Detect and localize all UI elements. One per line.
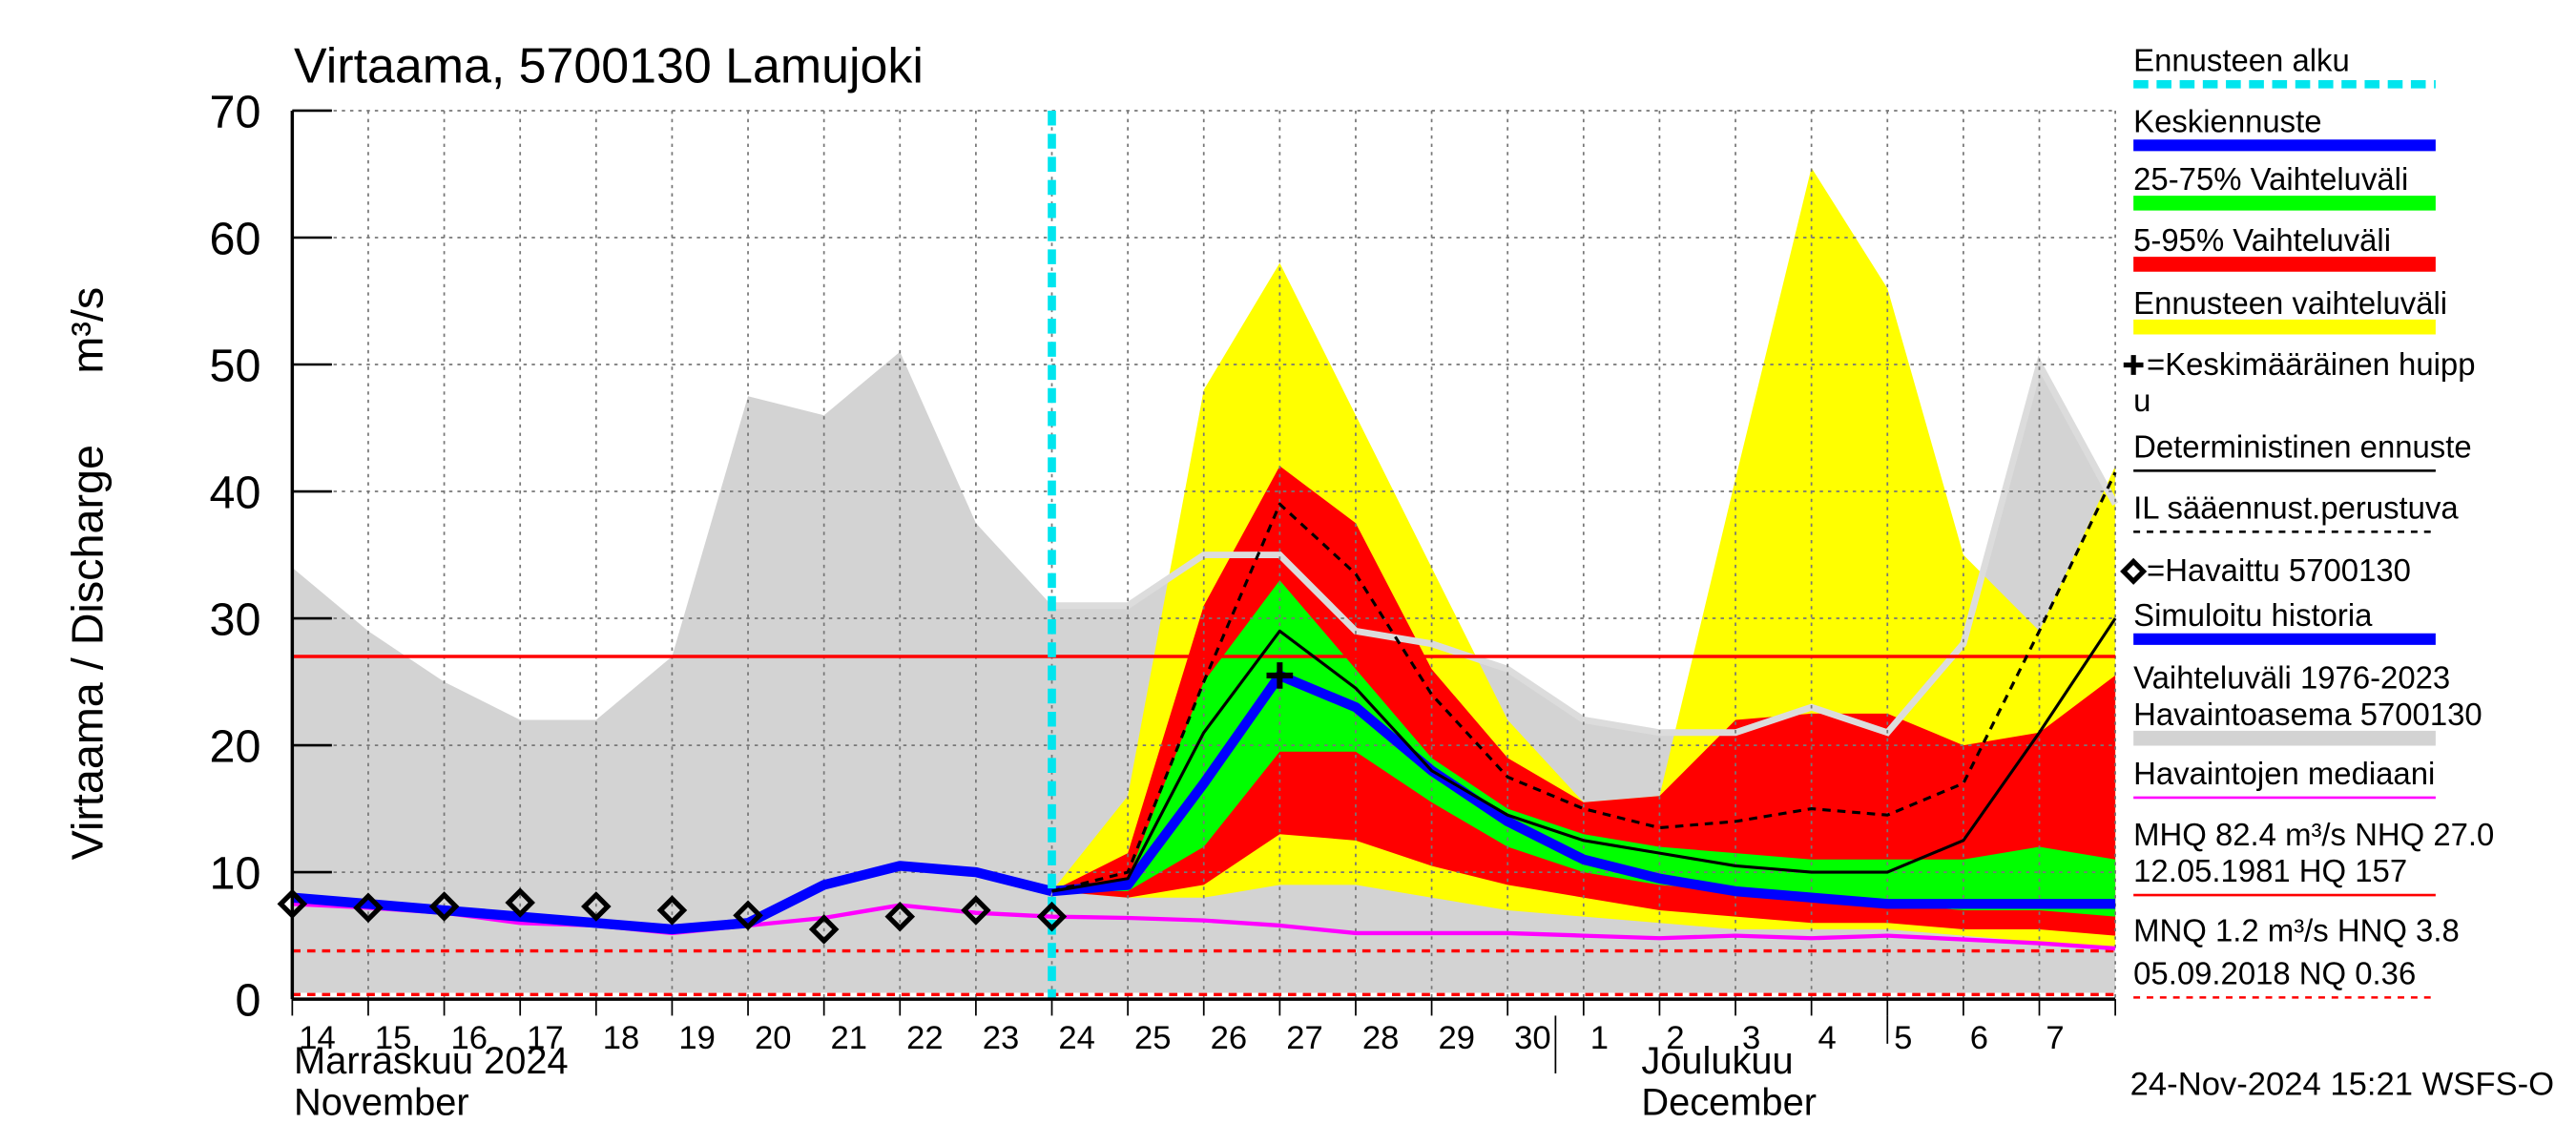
observed-marker bbox=[733, 900, 763, 931]
legend-label: Simuloitu historia bbox=[2133, 597, 2373, 633]
y-tick-label: 30 bbox=[210, 593, 261, 645]
x-tick-label: 30 bbox=[1514, 1020, 1551, 1056]
y-tick-label: 10 bbox=[210, 847, 261, 899]
y-tick-label: 0 bbox=[236, 974, 261, 1026]
y-tick-label: 40 bbox=[210, 467, 261, 518]
legend-label: u bbox=[2133, 383, 2150, 418]
legend-symbol bbox=[2120, 557, 2148, 585]
x-tick-label: 21 bbox=[831, 1020, 868, 1056]
chart-title: Virtaama, 5700130 Lamujoki bbox=[294, 39, 924, 94]
legend-label: 12.05.1981 HQ 157 bbox=[2133, 853, 2407, 888]
legend-label: MHQ 82.4 m³/s NHQ 27.0 bbox=[2133, 817, 2494, 852]
legend-label: Havaintoasema 5700130 bbox=[2133, 697, 2483, 732]
x-tick-label: 7 bbox=[2046, 1020, 2064, 1056]
x-tick-label: 4 bbox=[1818, 1020, 1837, 1056]
month-label: Joulukuu bbox=[1641, 1040, 1793, 1082]
legend-label: 05.09.2018 NQ 0.36 bbox=[2133, 956, 2416, 991]
legend-label: Deterministinen ennuste bbox=[2133, 428, 2472, 464]
legend-label: 25-75% Vaihteluväli bbox=[2133, 161, 2408, 197]
legend-label: Havaintojen mediaani bbox=[2133, 756, 2435, 791]
x-tick-label: 16 bbox=[450, 1020, 488, 1056]
x-tick-label: 1 bbox=[1590, 1020, 1609, 1056]
y-axis-label: Virtaama / Discharge bbox=[62, 445, 112, 860]
observed-marker bbox=[581, 891, 612, 922]
x-tick-label: 14 bbox=[299, 1020, 336, 1056]
legend-label: Ennusteen alku bbox=[2133, 42, 2350, 77]
x-tick-label: 28 bbox=[1362, 1020, 1400, 1056]
x-tick-label: 6 bbox=[1970, 1020, 1988, 1056]
x-tick-label: 22 bbox=[906, 1020, 944, 1056]
legend-label: MNQ 1.2 m³/s HNQ 3.8 bbox=[2133, 913, 2460, 948]
y-tick-label: 70 bbox=[210, 86, 261, 137]
observed-marker bbox=[808, 914, 840, 945]
y-tick-label: 20 bbox=[210, 720, 261, 772]
band bbox=[1051, 466, 2116, 936]
x-tick-label: 19 bbox=[678, 1020, 716, 1056]
lines bbox=[277, 110, 2117, 1000]
legend-label: IL sääennust.perustuva bbox=[2133, 489, 2459, 525]
legend-label: Ennusteen vaihteluväli bbox=[2133, 285, 2447, 321]
x-tick-label: 3 bbox=[1742, 1020, 1760, 1056]
legend-symbol bbox=[2123, 355, 2144, 375]
x-tick-label: 24 bbox=[1058, 1020, 1095, 1056]
observed-marker bbox=[505, 887, 535, 918]
x-tick-label: 29 bbox=[1438, 1020, 1475, 1056]
observed-marker bbox=[656, 895, 688, 926]
y-axis-unit: m³/s bbox=[62, 287, 112, 374]
x-tick-label: 27 bbox=[1286, 1020, 1323, 1056]
x-tick-label: 2 bbox=[1666, 1020, 1684, 1056]
observed-marker bbox=[428, 891, 460, 922]
x-tick-label: 20 bbox=[755, 1020, 792, 1056]
history-range-edge bbox=[1051, 355, 2119, 737]
legend-label: =Keskimääräinen huipp bbox=[2147, 346, 2476, 382]
band bbox=[1051, 580, 2116, 917]
observed-marker bbox=[884, 901, 916, 932]
observed-marker bbox=[961, 895, 991, 926]
month-label: December bbox=[1641, 1081, 1817, 1123]
month-label: Marraskuu 2024 bbox=[294, 1040, 569, 1082]
legend-label: Keskiennuste bbox=[2133, 103, 2321, 138]
legend-label: =Havaittu 5700130 bbox=[2147, 552, 2411, 588]
month-label: November bbox=[294, 1081, 469, 1123]
y-tick-label: 60 bbox=[210, 213, 261, 264]
x-tick-label: 5 bbox=[1894, 1020, 1912, 1056]
x-tick-label: 26 bbox=[1211, 1020, 1248, 1056]
series-line bbox=[1051, 670, 2116, 909]
x-tick-label: 23 bbox=[983, 1020, 1020, 1056]
series-line bbox=[1051, 471, 2117, 893]
x-tick-label: 18 bbox=[603, 1020, 640, 1056]
timestamp: 24-Nov-2024 15:21 WSFS-O bbox=[2130, 1067, 2554, 1103]
x-tick-label: 25 bbox=[1134, 1020, 1172, 1056]
y-tick-label: 50 bbox=[210, 340, 261, 391]
observed-marker bbox=[353, 892, 384, 924]
peak-marker bbox=[1266, 662, 1294, 689]
series-line bbox=[291, 861, 1053, 935]
x-tick-label: 17 bbox=[527, 1020, 564, 1056]
x-tick-label: 15 bbox=[375, 1020, 412, 1056]
legend-label: 5-95% Vaihteluväli bbox=[2133, 222, 2391, 258]
legend-label: Vaihteluväli 1976-2023 bbox=[2133, 660, 2450, 696]
legend: Ennusteen alku Keskiennuste 25-75% Vaihtel… bbox=[2120, 42, 2494, 999]
series-line bbox=[1051, 617, 2117, 893]
observed-marker bbox=[1036, 901, 1068, 932]
